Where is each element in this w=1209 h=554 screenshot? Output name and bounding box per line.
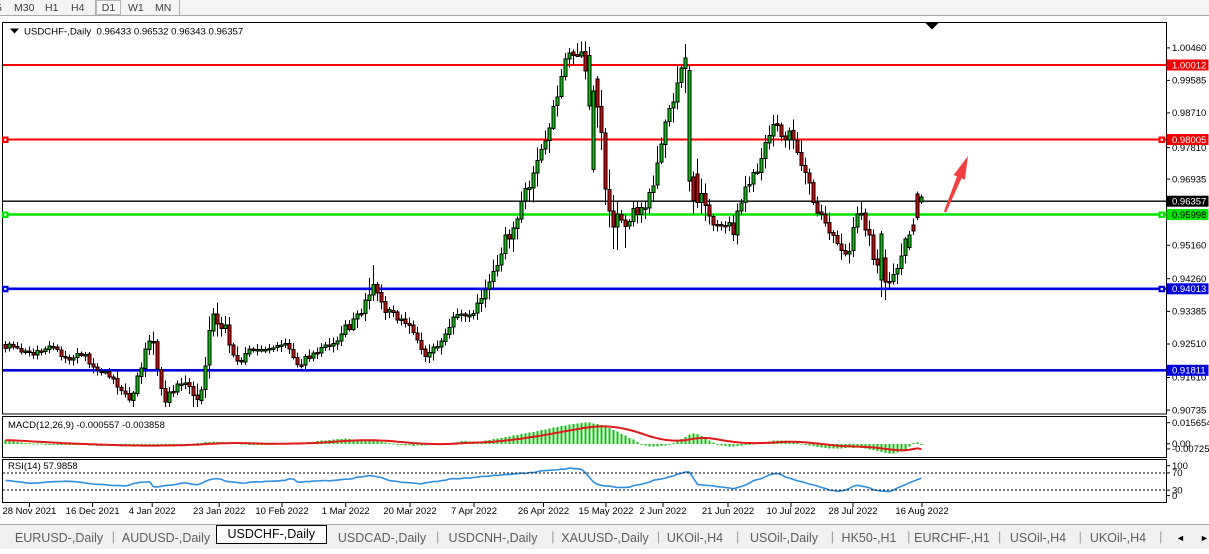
svg-text:2 Jun 2022: 2 Jun 2022 [639,506,686,517]
svg-text:0.91610: 0.91610 [1172,373,1206,384]
svg-text:MACD(12,26,9) -0.000557 -0.003: MACD(12,26,9) -0.000557 -0.003858 [8,420,165,431]
svg-text:1 Mar 2022: 1 Mar 2022 [322,506,370,517]
svg-text:15 May 2022: 15 May 2022 [579,506,634,517]
svg-text:28 Jul 2022: 28 Jul 2022 [828,506,877,517]
svg-text:0.95160: 0.95160 [1172,241,1206,252]
svg-text:0.96357: 0.96357 [1172,197,1206,208]
svg-text:70: 70 [1172,468,1183,479]
svg-text:0.92510: 0.92510 [1172,339,1206,350]
svg-text:0.94013: 0.94013 [1172,284,1206,295]
svg-text:23 Jan 2022: 23 Jan 2022 [193,506,245,517]
svg-text:0.97810: 0.97810 [1172,143,1206,154]
svg-text:7 Apr 2022: 7 Apr 2022 [451,506,497,517]
svg-text:0.015654: 0.015654 [1172,418,1209,429]
svg-text:10 Feb 2022: 10 Feb 2022 [255,506,308,517]
svg-text:0.98005: 0.98005 [1172,135,1206,146]
svg-text:0.93385: 0.93385 [1172,307,1206,318]
svg-text:0.96935: 0.96935 [1172,174,1206,185]
svg-text:RSI(14) 57.9858: RSI(14) 57.9858 [8,461,78,472]
svg-text:28 Nov 2021: 28 Nov 2021 [2,506,56,517]
svg-text:16 Aug 2022: 16 Aug 2022 [895,506,948,517]
svg-text:100: 100 [1172,461,1188,472]
svg-text:10 Jul 2022: 10 Jul 2022 [766,506,815,517]
svg-text:16 Dec 2021: 16 Dec 2021 [66,506,120,517]
svg-text:20 Mar 2022: 20 Mar 2022 [383,506,436,517]
svg-text:0.90735: 0.90735 [1172,405,1206,416]
svg-text:0.98710: 0.98710 [1172,108,1206,119]
svg-text:4 Jan 2022: 4 Jan 2022 [129,506,176,517]
svg-text:0: 0 [1172,491,1177,502]
svg-text:0.91811: 0.91811 [1172,366,1206,377]
svg-text:1.00460: 1.00460 [1172,43,1206,54]
svg-text:-0.007259: -0.007259 [1172,444,1209,455]
svg-text:0.95998: 0.95998 [1172,210,1206,221]
svg-text:0.99585: 0.99585 [1172,76,1206,87]
svg-text:1.00012: 1.00012 [1172,60,1206,71]
svg-text:21 Jun 2022: 21 Jun 2022 [702,506,754,517]
svg-text:USDCHF-,Daily 0.96433 0.96532: USDCHF-,Daily 0.96433 0.96532 0.96343 0.… [24,27,243,38]
svg-text:0.00: 0.00 [1172,439,1191,450]
svg-text:0.94260: 0.94260 [1172,274,1206,285]
svg-text:30: 30 [1172,485,1183,496]
svg-text:26 Apr 2022: 26 Apr 2022 [518,506,569,517]
